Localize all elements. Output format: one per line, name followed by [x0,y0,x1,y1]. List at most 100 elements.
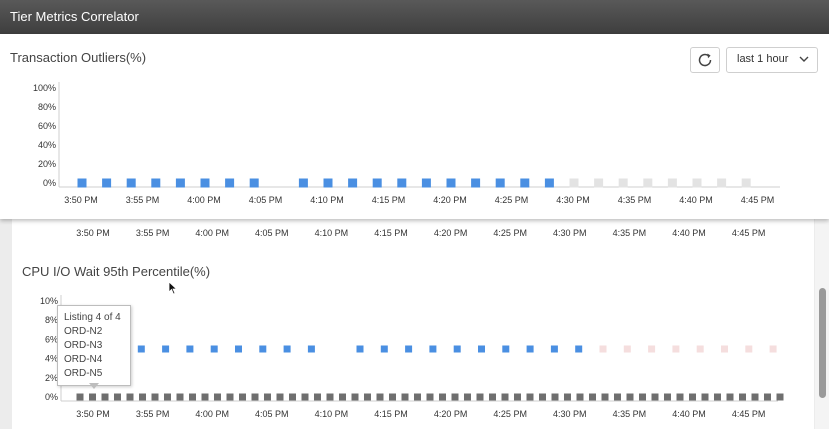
data-point [200,178,210,188]
data-point [464,393,471,401]
y-tick-label: 10% [40,296,58,306]
x-tick-label: 4:45 PM [732,228,766,238]
x-tick-label: 4:40 PM [679,195,713,205]
data-point [126,393,134,401]
y-tick-label: 100% [33,83,56,93]
tooltip-line: ORD-N3 [64,340,103,351]
y-tick-label: 20% [38,159,56,169]
data-point [696,345,704,353]
data-point [614,393,621,401]
data-point [235,345,242,353]
x-tick-label: 4:00 PM [187,195,221,205]
data-point [451,393,459,401]
data-point [164,393,171,401]
data-point [201,393,209,401]
data-point [401,393,409,401]
data-point [769,345,777,353]
data-point [544,178,554,188]
data-point [101,393,109,401]
data-point [648,345,656,353]
data-point [151,178,161,188]
data-point [564,393,571,401]
data-point [514,393,521,401]
data-point [726,393,734,401]
data-point [526,345,534,353]
data-point [745,345,753,353]
time-range-select[interactable]: last 1 hour [726,47,818,73]
data-point [276,393,284,401]
data-point [264,393,271,401]
data-point [421,178,431,188]
data-point [589,393,596,401]
data-point [526,393,534,401]
data-point [502,345,510,353]
data-point [594,178,604,188]
x-tick-label: 3:55 PM [136,228,170,238]
data-point [664,393,671,401]
data-point [453,345,461,353]
x-tick-label: 4:15 PM [372,195,406,205]
mouse-cursor-icon [168,281,178,295]
chart-title: Transaction Outliers(%) [10,50,147,65]
x-tick-label: 4:45 PM [741,195,775,205]
y-tick-label: 0% [43,178,56,188]
x-tick-label: 4:05 PM [255,409,289,419]
data-point [339,393,346,401]
data-point [550,345,558,353]
data-point [372,178,382,188]
data-point [426,393,434,401]
data-point [189,393,196,401]
data-point [351,393,359,401]
data-point [439,393,446,401]
data-point [478,345,485,353]
data-point [751,393,759,401]
data-point [226,393,234,401]
data-point [676,393,684,401]
data-point [77,178,87,188]
data-point [501,393,509,401]
data-point [326,393,334,401]
x-tick-label: 4:10 PM [315,409,349,419]
data-point [599,345,607,353]
data-point [651,393,659,401]
data-point [739,393,746,401]
data-point [689,393,696,401]
refresh-button[interactable] [690,47,720,73]
x-tick-label: 4:20 PM [433,195,467,205]
data-point [539,393,546,401]
data-point [76,393,84,401]
data-point [626,393,634,401]
x-tick-label: 3:50 PM [76,228,110,238]
data-point [137,345,145,353]
x-tick-label: 4:05 PM [255,228,289,238]
data-point [214,393,221,401]
data-point [249,178,259,188]
data-point [307,345,315,353]
x-tick-label: 3:50 PM [64,195,98,205]
window-title: Tier Metrics Correlator [10,9,139,24]
x-tick-label: 4:00 PM [195,228,229,238]
x-tick-label: 4:15 PM [374,228,408,238]
data-point [520,178,530,188]
tooltip-line: ORD-N5 [64,368,103,379]
scrollbar-thumb[interactable] [819,288,826,398]
y-tick-label: 40% [38,140,56,150]
data-point [210,345,218,353]
data-point [741,178,751,188]
x-tick-label: 4:25 PM [495,195,529,205]
y-tick-label: 80% [38,102,56,112]
data-point [643,178,653,188]
y-tick-label: 4% [45,354,58,364]
data-point [376,393,384,401]
y-tick-label: 6% [45,334,58,344]
data-point [364,393,371,401]
data-point [714,393,721,401]
data-point [576,393,584,401]
x-tick-label: 4:30 PM [556,195,590,205]
data-point [776,393,784,401]
data-point [225,178,235,188]
data-point [639,393,646,401]
x-tick-label: 4:40 PM [672,228,706,238]
x-tick-label: 4:25 PM [493,409,527,419]
